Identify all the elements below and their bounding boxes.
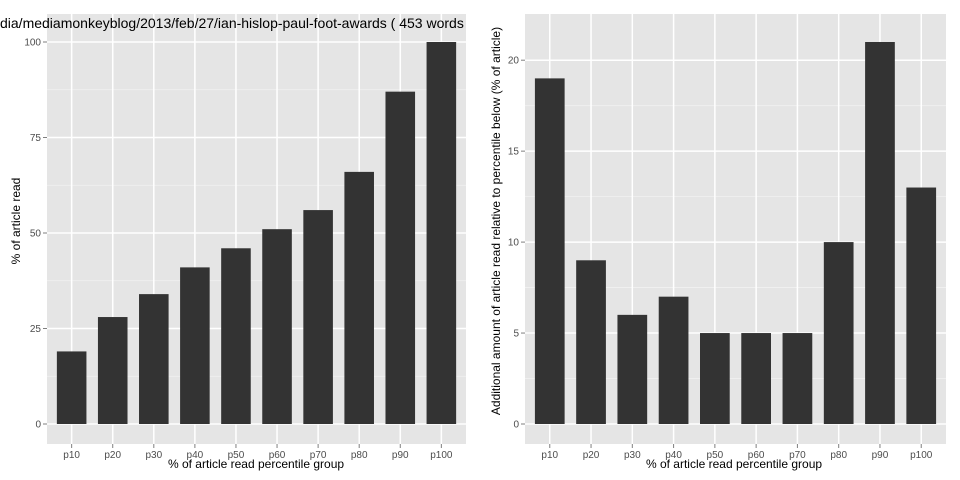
left-chart-x-ticks: p10 p20 p30 p40 p50 p60 p70 p80 p90 p100: [63, 444, 453, 461]
x-tick-label: p20: [104, 450, 121, 461]
bar-p40: [180, 267, 210, 424]
bar-p70: [303, 210, 333, 424]
bar-p60: [741, 333, 771, 424]
x-tick-label: p100: [910, 450, 933, 461]
y-tick-label: 15: [508, 147, 520, 158]
y-tick-label: 50: [30, 229, 42, 240]
x-tick-label: p40: [665, 450, 682, 461]
y-tick-label: 5: [513, 329, 519, 340]
y-tick-label: 0: [35, 420, 41, 431]
y-tick-label: 20: [508, 56, 520, 67]
bar-p80: [823, 242, 854, 424]
right-chart-x-axis-label: % of article read percentile group: [646, 457, 822, 471]
x-tick-label: p60: [748, 450, 765, 461]
x-tick-label: p20: [583, 450, 600, 461]
bar-p10: [56, 351, 87, 424]
bar-p90: [385, 91, 416, 424]
y-tick-label: 100: [24, 38, 41, 49]
bar-p70: [782, 333, 813, 424]
x-tick-label: p40: [187, 450, 204, 461]
x-tick-label: p30: [624, 450, 641, 461]
bar-p100: [426, 42, 457, 424]
bar-p100: [906, 187, 937, 424]
x-tick-label: p50: [228, 450, 245, 461]
left-chart-title: dia/mediamonkeyblog/2013/feb/27/ian-hisl…: [0, 15, 464, 31]
bar-p80: [344, 171, 374, 424]
bar-p90: [865, 42, 895, 424]
left-chart-x-axis-label: % of article read percentile group: [168, 457, 344, 471]
bar-p20: [97, 317, 128, 424]
bar-p10: [534, 78, 565, 424]
y-tick-label: 25: [30, 324, 42, 335]
right-chart: 0 5 10 15 20 p10 p20 p30 p40 p50 p60 p70 p80 p90 p100…: [489, 14, 946, 471]
left-chart-y-ticks: 0 25 50 75 100: [24, 38, 47, 431]
x-tick-label: p70: [789, 450, 806, 461]
x-tick-label: p50: [707, 450, 724, 461]
x-tick-label: p90: [392, 450, 409, 461]
x-tick-label: p100: [430, 450, 453, 461]
right-chart-y-axis-label: Additional amount of article read relati…: [489, 27, 503, 415]
y-tick-label: 10: [508, 238, 520, 249]
bar-p30: [617, 314, 648, 424]
y-tick-label: 0: [513, 420, 519, 431]
x-tick-label: p10: [63, 450, 80, 461]
bar-p30: [139, 294, 169, 424]
bar-p50: [700, 333, 730, 424]
left-chart-bars: [56, 42, 457, 424]
x-tick-label: p70: [310, 450, 327, 461]
x-tick-label: p90: [872, 450, 889, 461]
x-tick-label: p10: [541, 450, 558, 461]
right-chart-bars: [534, 42, 937, 424]
left-chart-y-axis-label: % of article read: [9, 178, 23, 265]
y-tick-label: 75: [30, 133, 42, 144]
x-tick-label: p60: [269, 450, 286, 461]
x-tick-label: p80: [351, 450, 368, 461]
x-tick-label: p30: [145, 450, 162, 461]
bar-p40: [658, 296, 689, 424]
right-chart-y-ticks: 0 5 10 15 20: [508, 56, 525, 431]
bar-p20: [576, 260, 606, 424]
x-tick-label: p80: [830, 450, 847, 461]
bar-p60: [262, 229, 292, 424]
right-chart-x-ticks: p10 p20 p30 p40 p50 p60 p70 p80 p90 p100: [541, 444, 933, 461]
bar-p50: [221, 248, 251, 424]
